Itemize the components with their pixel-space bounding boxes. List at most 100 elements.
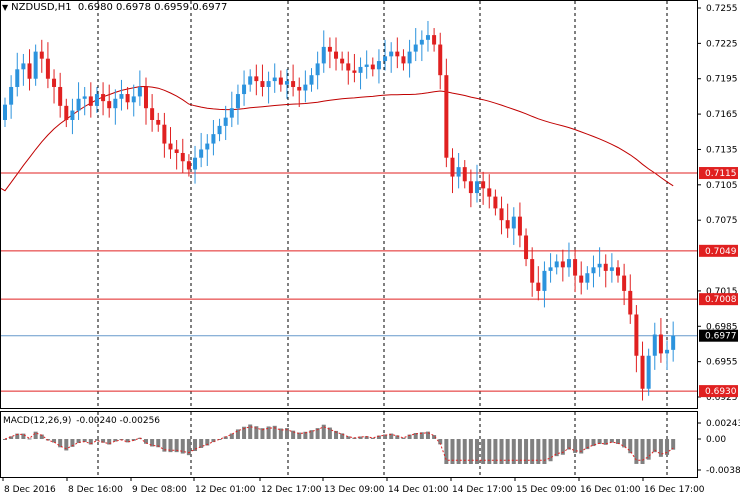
- macd-bar: [94, 439, 99, 441]
- candle: [475, 164, 480, 203]
- macd-bar: [407, 434, 412, 439]
- macd-bar: [358, 436, 363, 439]
- macd-bar: [609, 439, 614, 443]
- level-tag: [699, 293, 738, 306]
- level-tag-label: 0.6930: [705, 387, 737, 397]
- macd-bar: [413, 432, 418, 439]
- candle: [622, 263, 627, 306]
- candle: [517, 202, 522, 248]
- macd-bar: [401, 437, 406, 439]
- candle: [235, 84, 240, 125]
- level-tag-label: 0.7049: [705, 247, 737, 257]
- macd-bar: [419, 432, 424, 439]
- macd-bar: [395, 435, 400, 439]
- candle: [39, 39, 44, 73]
- candle: [493, 189, 498, 216]
- macd-bar: [542, 439, 547, 464]
- candle: [162, 112, 167, 158]
- macd-bar: [58, 439, 63, 448]
- level-tag: [699, 244, 738, 257]
- macd-bar: [425, 431, 430, 439]
- macd-bar: [101, 439, 106, 443]
- macd-bar: [150, 439, 155, 447]
- macd-bar: [616, 439, 620, 444]
- macd-bar: [603, 439, 608, 445]
- candle: [438, 32, 443, 90]
- candle: [82, 86, 87, 116]
- candle: [284, 69, 289, 99]
- candle: [27, 49, 32, 91]
- price-tick-label: 0.7255: [706, 4, 738, 14]
- candle: [481, 171, 486, 205]
- candle: [131, 84, 136, 117]
- candle: [309, 68, 314, 92]
- candle: [401, 49, 406, 71]
- candle: [505, 203, 510, 238]
- candle: [3, 97, 7, 128]
- price-tick-label: 0.7075: [706, 216, 738, 226]
- macd-bar: [297, 432, 302, 439]
- candle: [174, 140, 179, 170]
- candle: [462, 160, 467, 189]
- macd-bar: [548, 439, 553, 462]
- macd-bar: [88, 439, 93, 445]
- macd-pane-border: [0, 411, 698, 478]
- main-pane-border: [0, 0, 698, 409]
- macd-bar: [235, 429, 240, 439]
- macd-bar: [652, 439, 657, 453]
- moving-average-line: [0, 85, 674, 192]
- price-tick-label: 0.7195: [706, 75, 738, 85]
- price-tick-label: 0.7135: [706, 145, 738, 155]
- macd-bar: [481, 439, 486, 464]
- triangle-down-icon[interactable]: ▼: [2, 3, 9, 12]
- macd-bar: [364, 436, 369, 439]
- macd-bar: [622, 439, 627, 448]
- candle: [671, 321, 676, 362]
- macd-bar: [162, 439, 167, 452]
- macd-bar: [254, 426, 259, 439]
- candle: [346, 51, 351, 85]
- macd-bar: [113, 439, 118, 442]
- macd-bar: [579, 439, 584, 454]
- macd-bar: [199, 439, 204, 448]
- macd-bar: [456, 439, 461, 464]
- candle: [321, 30, 326, 73]
- candle: [444, 58, 449, 168]
- price-tick-label: 0.7015: [706, 287, 738, 297]
- macd-bar: [291, 430, 296, 439]
- macd-bar: [493, 439, 498, 464]
- candle: [499, 196, 504, 235]
- candle: [548, 253, 553, 283]
- candle: [634, 305, 639, 373]
- macd-bar: [193, 439, 198, 452]
- macd-bar: [450, 439, 455, 464]
- candle: [254, 64, 259, 96]
- candle: [511, 207, 516, 245]
- macd-header: MACD(12,26,9) -0.00240 -0.00256: [3, 416, 160, 426]
- macd-bar: [524, 439, 529, 464]
- macd-bar: [186, 439, 191, 456]
- candle: [211, 119, 216, 156]
- candle: [143, 77, 148, 125]
- time-label: 14 Dec 17:00: [452, 485, 513, 495]
- candle: [291, 64, 296, 97]
- price-tick-label: 0.7105: [706, 181, 738, 191]
- candle: [560, 249, 565, 282]
- candle: [94, 86, 99, 113]
- candle: [425, 20, 430, 52]
- macd-bar: [628, 439, 633, 454]
- macd-tick-label: 0.00: [706, 435, 726, 445]
- macd-bar: [671, 439, 676, 450]
- price-tick-label: 0.6955: [706, 358, 738, 368]
- macd-bar: [174, 439, 179, 453]
- macd-bar: [21, 433, 26, 439]
- candle: [352, 53, 357, 83]
- candle: [358, 57, 363, 90]
- macd-bar: [444, 439, 449, 464]
- horizontal-levels[interactable]: [1, 172, 697, 392]
- candle: [334, 37, 339, 71]
- candle: [76, 82, 81, 120]
- macd-bar: [389, 433, 394, 439]
